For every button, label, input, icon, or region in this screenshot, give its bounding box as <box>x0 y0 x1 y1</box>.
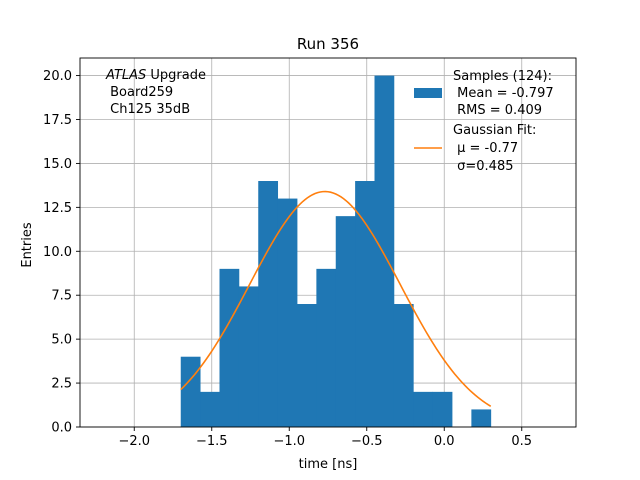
x-tick-label: 0.0 <box>434 434 455 449</box>
histogram-bar <box>238 286 259 427</box>
x-axis-label: time [ns] <box>299 457 358 472</box>
legend-samples-swatch <box>414 88 442 98</box>
histogram-bar <box>297 304 317 427</box>
y-tick-label: 15.0 <box>43 157 72 172</box>
y-tick-label: 5.0 <box>51 333 72 348</box>
x-tick-label: −1.5 <box>196 434 228 449</box>
histogram-bar <box>432 391 453 427</box>
y-tick-label: 7.5 <box>51 289 72 304</box>
x-tick-label: −1.0 <box>273 434 305 449</box>
annotation-line-1: ATLAS Upgrade <box>105 68 206 83</box>
y-axis-ticks: 0.0 2.5 5.0 7.5 10.0 12.5 15.0 17.5 20.0 <box>43 69 80 436</box>
y-tick-label: 20.0 <box>43 69 72 84</box>
histogram-bar <box>219 268 240 427</box>
y-tick-label: 12.5 <box>43 201 72 216</box>
atlas-annotation: ATLAS Upgrade Board259 Ch125 35dB <box>105 68 206 117</box>
histogram-bar <box>374 75 395 428</box>
legend-fit-sigma: σ=0.485 <box>453 159 513 174</box>
chart-title: Run 356 <box>297 35 359 53</box>
legend-samples-title: Samples (124): <box>453 69 552 84</box>
histogram-bar <box>335 216 356 427</box>
x-axis-ticks: −2.0 −1.5 −1.0 −0.5 0.0 0.5 <box>118 427 532 449</box>
y-axis-label: Entries <box>20 222 35 268</box>
histogram-bar <box>258 181 279 427</box>
gaussian-fit-curve <box>180 190 492 408</box>
y-tick-label: 10.0 <box>43 245 72 260</box>
histogram-bar <box>393 304 414 427</box>
histogram-bar <box>355 181 375 427</box>
legend-samples-rms: RMS = 0.409 <box>453 103 542 118</box>
annotation-line-2: Board259 <box>106 85 173 100</box>
histogram-bar <box>316 268 337 427</box>
legend: Samples (124): Mean = -0.797 RMS = 0.409… <box>414 69 554 174</box>
y-tick-label: 2.5 <box>51 377 72 392</box>
y-tick-label: 0.0 <box>51 421 72 436</box>
histogram-bar <box>180 356 201 427</box>
x-tick-label: 0.5 <box>511 434 532 449</box>
x-tick-label: −2.0 <box>118 434 150 449</box>
x-tick-label: −0.5 <box>351 434 383 449</box>
legend-fit-title: Gaussian Fit: <box>453 123 536 138</box>
histogram-bar <box>200 391 220 427</box>
axes-frame <box>79 57 577 428</box>
histogram-bar <box>277 198 298 427</box>
annotation-line-3: Ch125 35dB <box>106 102 190 117</box>
legend-samples-mean: Mean = -0.797 <box>453 86 554 101</box>
legend-fit-mu: μ = -0.77 <box>453 141 518 156</box>
histogram-bars <box>180 75 492 428</box>
y-tick-label: 17.5 <box>43 113 72 128</box>
histogram-bar <box>413 391 434 427</box>
histogram-bar <box>471 409 492 427</box>
